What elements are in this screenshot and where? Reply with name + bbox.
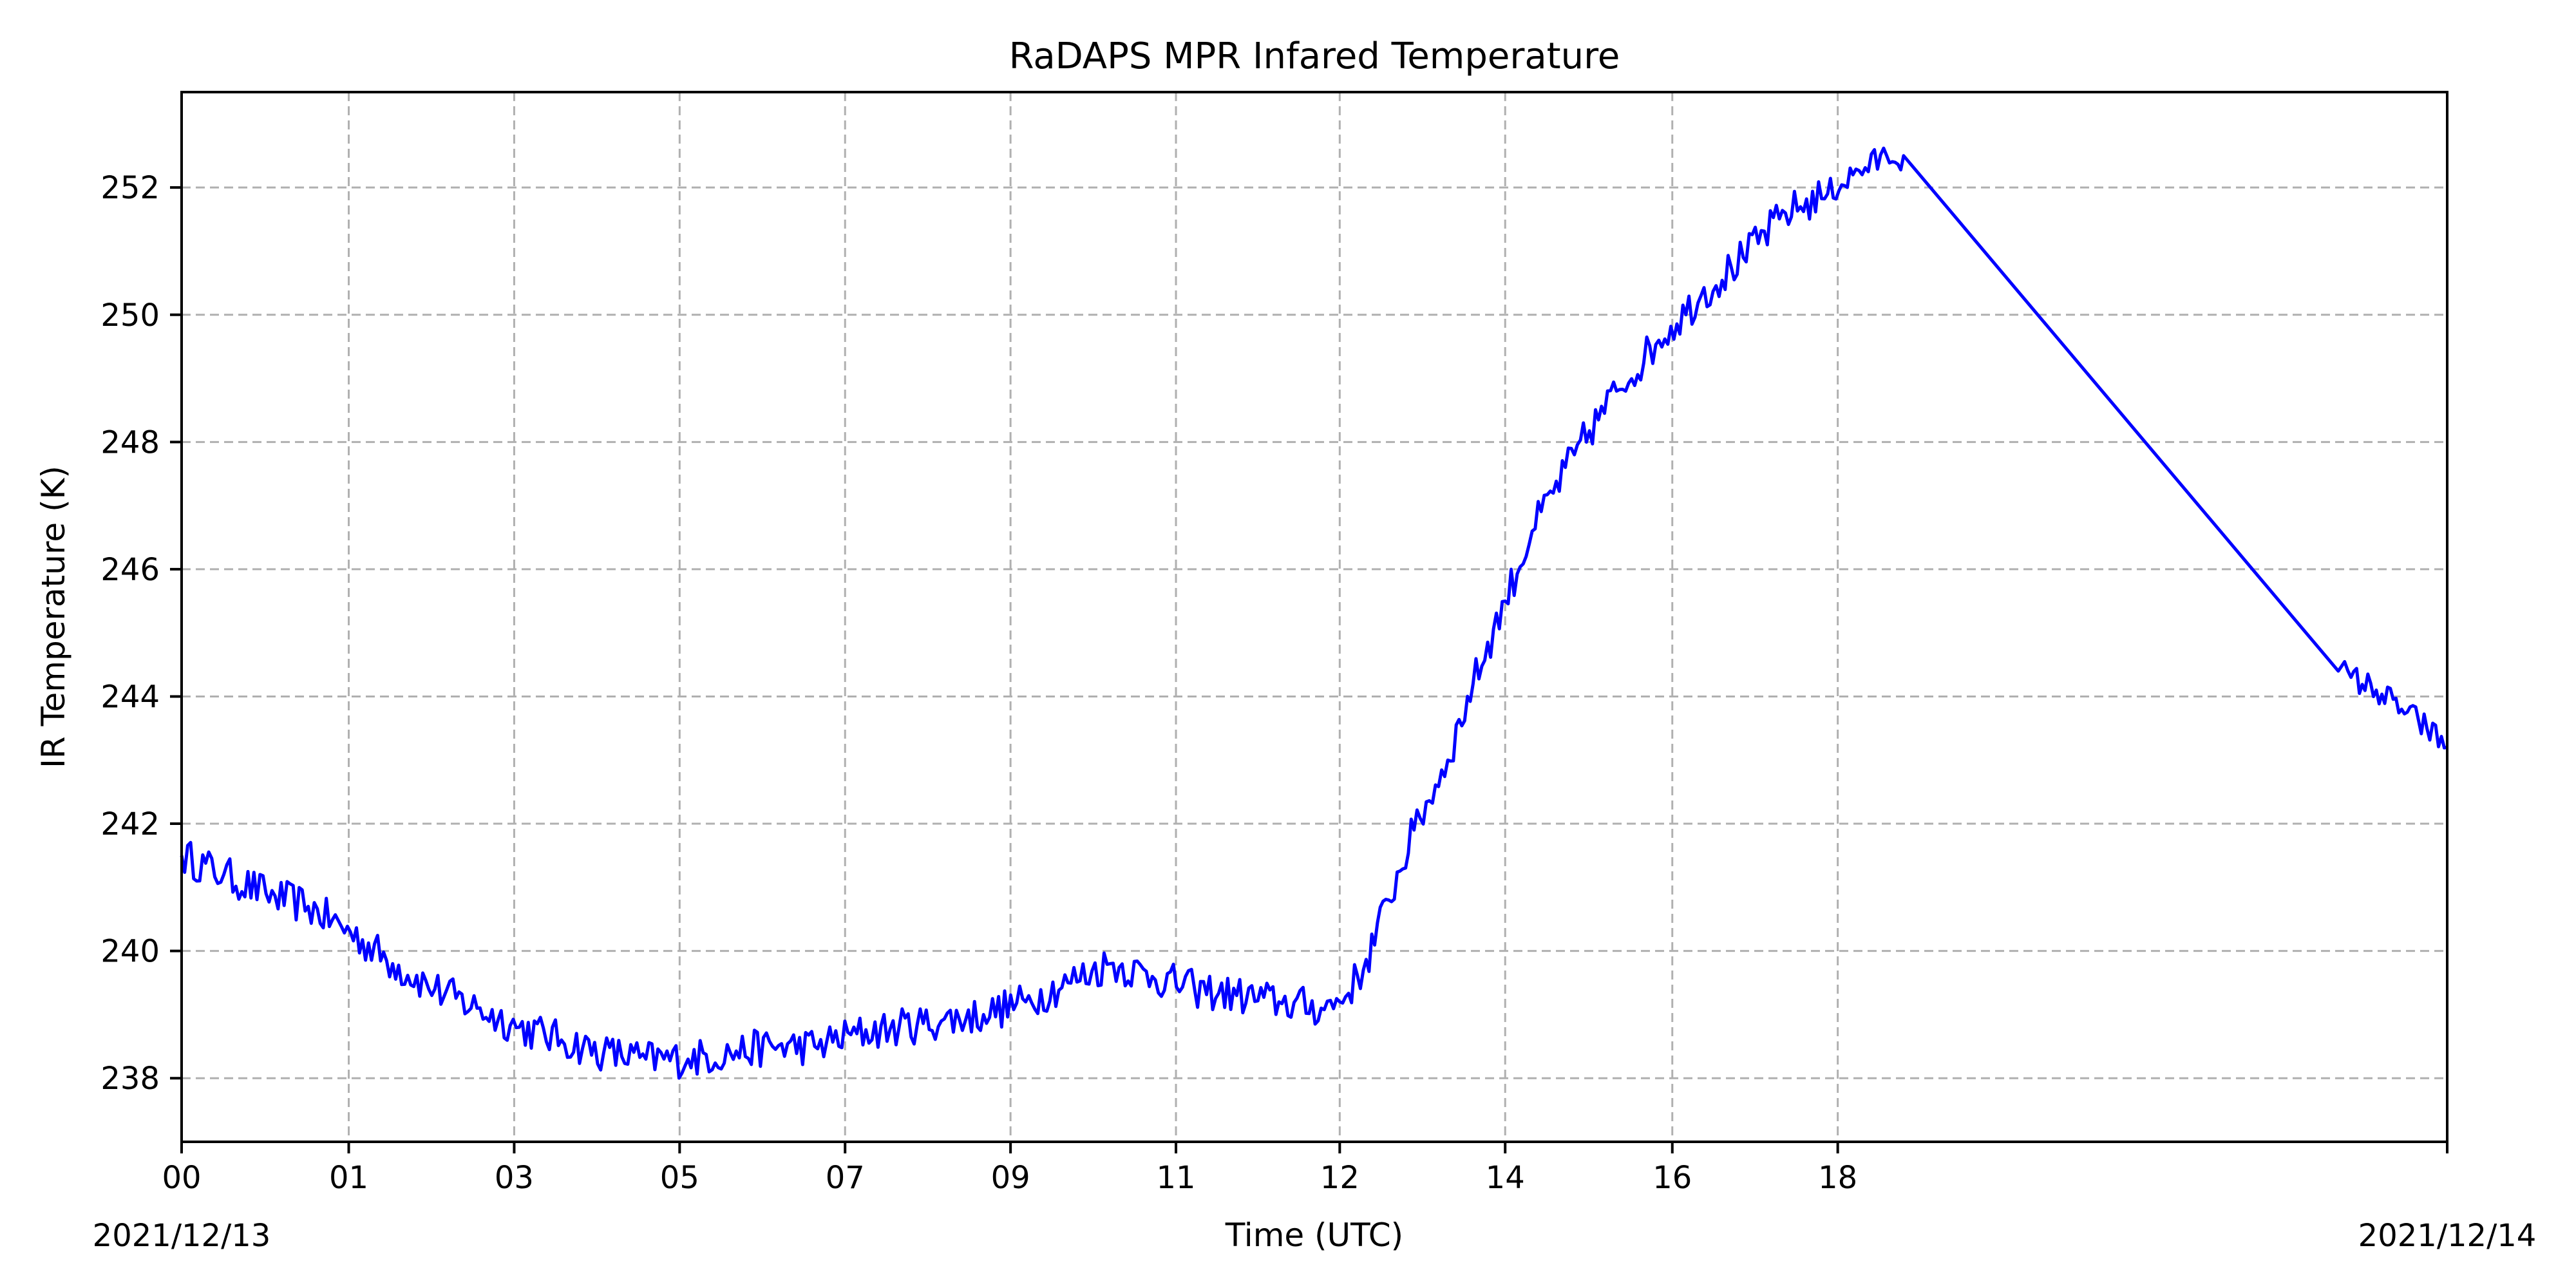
axis-ticks: 238 240 242 244 246 248 250 252 00 01 03 05 07 09 11 12…	[100, 170, 2448, 1196]
x-tick-label: 11	[1157, 1160, 1196, 1196]
grid-lines	[182, 92, 2447, 1142]
plot-frame	[180, 91, 2448, 1143]
x-tick-label: 14	[1486, 1160, 1525, 1196]
start-date-label: 2021/12/13	[93, 1218, 271, 1254]
x-tick-label: 09	[991, 1160, 1030, 1196]
y-tick-label: 250	[100, 298, 160, 334]
x-tick-label: 12	[1320, 1160, 1359, 1196]
x-tick-label: 18	[1818, 1160, 1857, 1196]
x-tick-label: 03	[495, 1160, 534, 1196]
y-tick-label: 246	[100, 552, 160, 588]
series-line	[180, 146, 2448, 1080]
y-tick-label: 242	[100, 806, 160, 842]
x-tick-label: 05	[660, 1160, 699, 1196]
y-tick-label: 238	[100, 1061, 160, 1097]
x-tick-label: 07	[826, 1160, 865, 1196]
x-axis-label: Time (UTC)	[1225, 1217, 1403, 1254]
y-tick-label: 248	[100, 424, 160, 460]
end-date-label: 2021/12/14	[2358, 1218, 2537, 1254]
y-tick-label: 252	[100, 170, 160, 206]
y-axis-label: IR Temperature (K)	[35, 466, 72, 768]
x-tick-label: 00	[162, 1160, 201, 1196]
x-tick-label: 16	[1653, 1160, 1692, 1196]
x-tick-label: 01	[329, 1160, 368, 1196]
y-tick-label: 244	[100, 679, 160, 715]
chart-title: RaDAPS MPR Infared Temperature	[1009, 35, 1620, 77]
y-tick-label: 240	[100, 934, 160, 970]
plot-area	[180, 146, 2448, 1080]
